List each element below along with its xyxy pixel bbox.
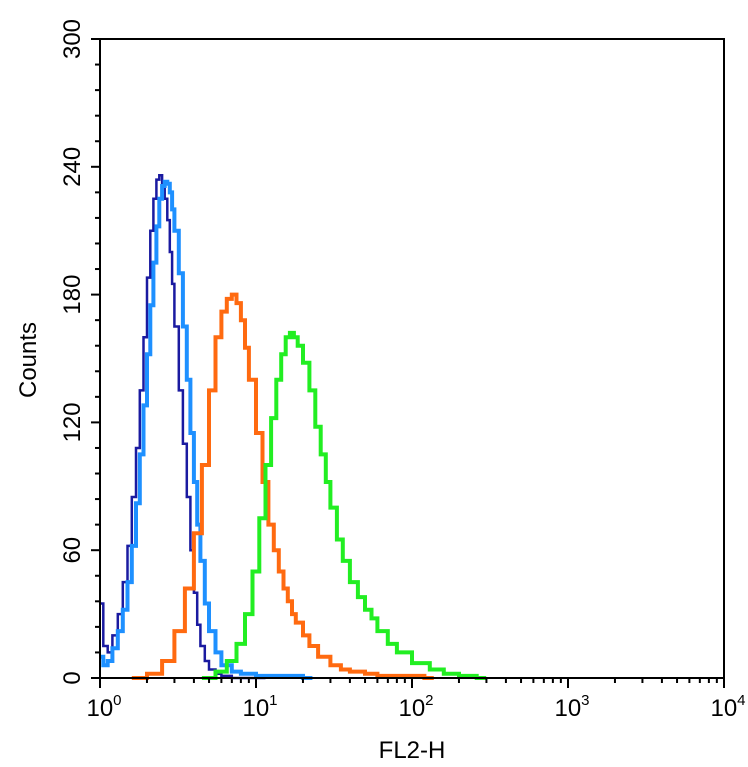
x-tick-label: 101 [242,692,277,722]
x-axis: 100 101 102 103 104 [86,678,746,722]
x-tick-label: 103 [554,692,589,722]
plot-area [99,38,725,680]
y-tick-label: 60 [59,537,86,564]
y-tick-label: 120 [59,402,86,442]
series-layer [100,174,487,680]
series-line-2 [100,179,313,680]
x-tick-label: 104 [710,692,745,722]
y-axis: 0 60 120 180 240 300 [59,19,100,685]
series-line-3 [131,292,434,680]
series-line-1 [100,174,266,680]
series-line-4 [201,330,487,680]
y-axis-title: Counts [15,322,42,398]
y-tick-label: 180 [59,275,86,315]
x-tick-label: 100 [86,692,121,722]
y-tick-label: 0 [59,671,86,684]
x-tick-label: 102 [398,692,433,722]
x-axis-title: FL2-H [379,737,446,764]
y-tick-label: 240 [59,147,86,187]
y-tick-label: 300 [59,19,86,59]
